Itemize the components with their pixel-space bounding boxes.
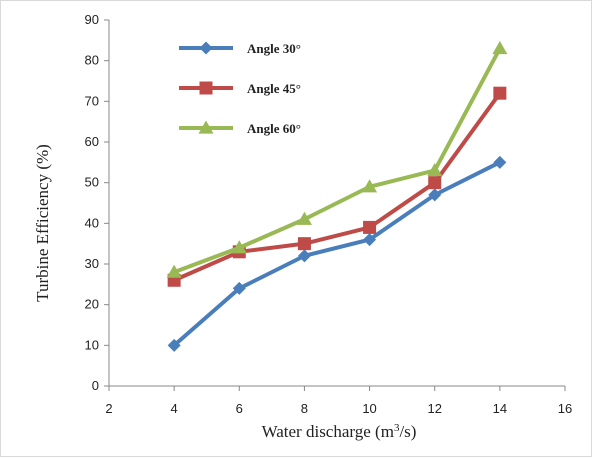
x-tick-label: 4 [171, 401, 178, 416]
legend-swatch-marker [198, 120, 214, 134]
legend-swatch-marker [199, 81, 213, 95]
series-line [173, 92, 502, 283]
legend-item: Angle 30° [179, 41, 301, 56]
legend-label: Angle 30° [247, 41, 301, 56]
data-point [297, 249, 311, 263]
y-tick-label: 0 [92, 378, 99, 393]
x-tick-label: 14 [493, 401, 507, 416]
x-axis-title-sup: 3 [394, 422, 400, 434]
data-point [231, 240, 247, 254]
y-tick-label: 50 [85, 175, 99, 190]
data-point [427, 162, 443, 177]
x-tick-label: 6 [236, 401, 243, 416]
y-axis-title: Turbine Efficiency (%) [33, 144, 52, 302]
data-point [296, 211, 312, 225]
y-tick-label: 40 [85, 215, 99, 230]
legend-label: Angle 45° [247, 81, 301, 96]
data-point [492, 40, 508, 55]
data-point [167, 338, 181, 352]
axes: 0 10 20 30 40 50 60 70 80 90 2 4 6 8 10 12 14 16 [85, 12, 573, 416]
data-point [428, 188, 442, 202]
series-1 [167, 155, 507, 352]
y-tick-label: 30 [85, 256, 99, 271]
y-tick-label: 80 [85, 53, 99, 68]
data-point [493, 86, 507, 100]
x-axis-title: Water discharge (m3/s) [262, 422, 417, 441]
y-tick-label: 10 [85, 337, 99, 352]
y-tick-label: 60 [85, 134, 99, 149]
series-line [173, 47, 502, 275]
data-point [493, 155, 507, 169]
series-layer [166, 40, 508, 352]
x-axis-title-suffix: /s) [399, 422, 416, 441]
x-tick-label: 8 [301, 401, 308, 416]
y-tick-label: 90 [85, 12, 99, 27]
legend-item: Angle 60° [179, 120, 301, 136]
series-2 [167, 86, 507, 287]
data-point [363, 233, 377, 247]
y-tick-label: 20 [85, 297, 99, 312]
legend-label: Angle 60° [247, 121, 301, 136]
x-tick-label: 10 [362, 401, 376, 416]
x-tick-label: 12 [427, 401, 441, 416]
data-point [166, 264, 182, 278]
series-3 [166, 40, 508, 278]
data-point [232, 281, 246, 295]
legend: Angle 30° Angle 45° Angle 60° [179, 41, 301, 136]
series-line [172, 160, 501, 347]
data-point [428, 176, 442, 190]
data-point [297, 237, 311, 251]
data-point [363, 220, 377, 234]
data-point [362, 179, 378, 193]
x-axis-title-main: Water discharge (m [262, 422, 394, 441]
legend-item: Angle 45° [179, 81, 301, 96]
y-tick-label: 70 [85, 93, 99, 108]
x-tick-label: 16 [558, 401, 572, 416]
legend-swatch-marker [199, 41, 213, 55]
x-tick-label: 2 [105, 401, 112, 416]
